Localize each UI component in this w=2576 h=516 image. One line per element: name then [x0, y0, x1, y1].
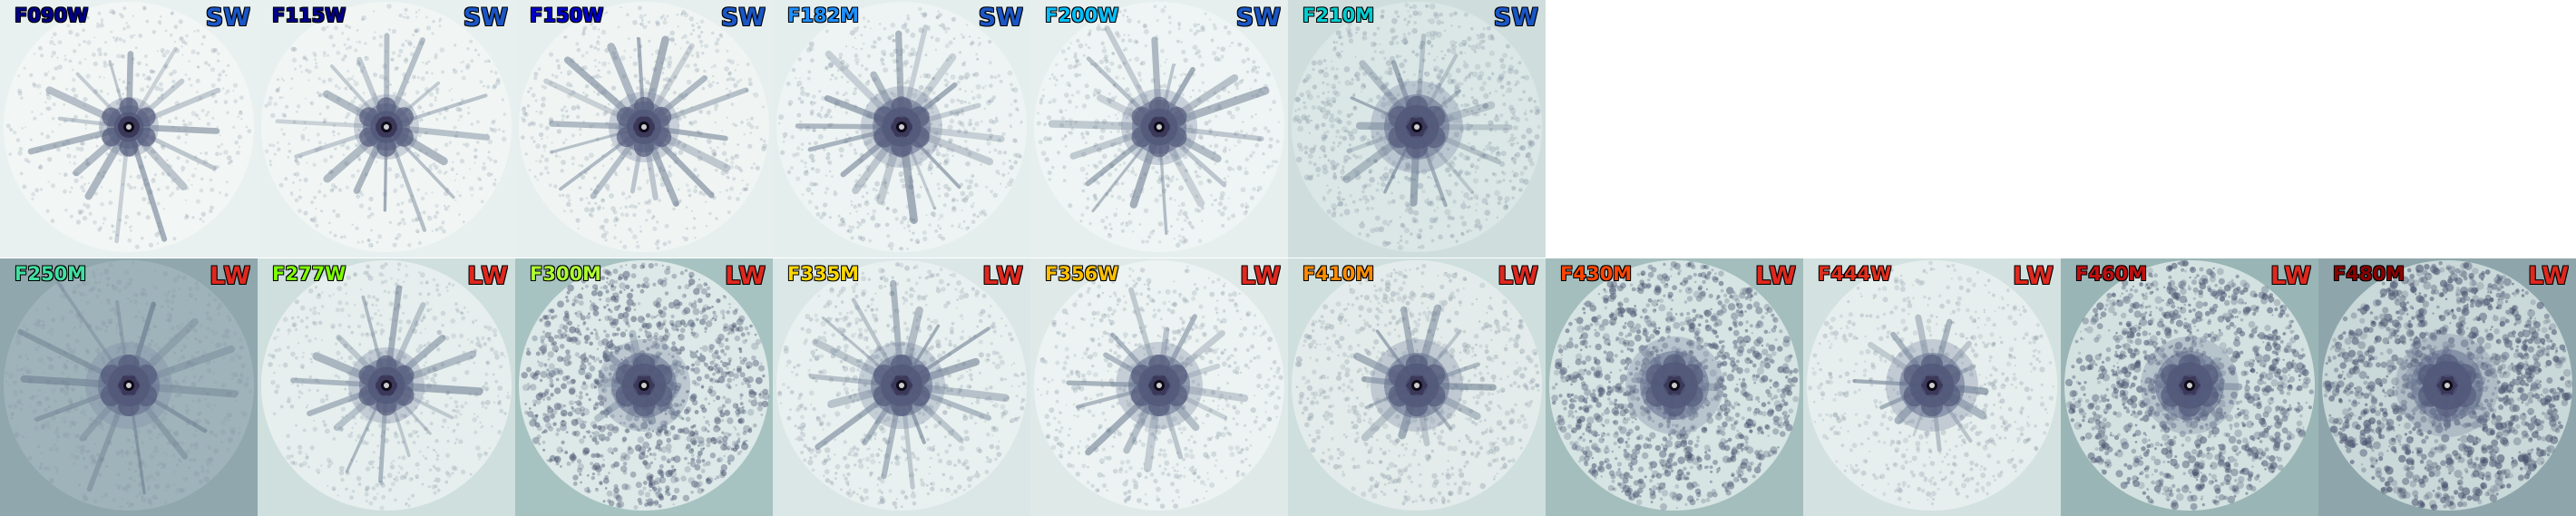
psf-panel-f250m: F250M LW — [0, 258, 258, 516]
psf-image — [261, 260, 512, 511]
psf-image — [1807, 260, 2057, 511]
psf-image — [2064, 259, 2315, 511]
psf-core — [1371, 339, 1463, 432]
psf-image — [1292, 2, 1542, 252]
filter-label: F410M — [1303, 263, 1375, 285]
filter-label: F090W — [15, 5, 89, 26]
module-label: LW — [1755, 262, 1796, 290]
psf-core — [858, 342, 945, 429]
psf-panel-f444w: F444W LW — [1803, 258, 2061, 516]
module-label: LW — [1498, 262, 1538, 290]
module-label: LW — [982, 262, 1023, 290]
psf-image — [1034, 260, 1284, 511]
psf-core — [1116, 342, 1203, 429]
psf-image — [1034, 2, 1284, 252]
psf-image — [4, 260, 254, 511]
psf-core — [99, 97, 159, 157]
filter-label: F480M — [2333, 263, 2405, 285]
filter-label: F460M — [2075, 263, 2148, 285]
psf-panel-f182m: F182M SW — [773, 0, 1030, 258]
psf-image — [1292, 260, 1542, 511]
module-label: LW — [210, 262, 250, 290]
psf-core — [1886, 339, 1978, 432]
noise-speckles — [2322, 261, 2573, 511]
psf-panel-f430m: F430M LW — [1546, 258, 1803, 516]
filter-label: F200W — [1045, 5, 1119, 26]
filter-label: F300M — [530, 263, 602, 285]
module-label: LW — [725, 262, 766, 290]
psf-image — [519, 260, 770, 511]
filter-label: F250M — [15, 263, 87, 285]
noise-speckles — [1808, 260, 2054, 506]
filter-label: F277W — [272, 263, 346, 285]
psf-core — [861, 86, 942, 168]
filter-label: F182M — [787, 5, 860, 26]
filter-label: F356W — [1045, 263, 1119, 285]
psf-image — [2322, 260, 2573, 511]
filter-label: F430M — [1560, 263, 1633, 285]
psf-core — [2141, 336, 2239, 434]
psf-core — [85, 342, 172, 429]
psf-core — [598, 339, 690, 432]
module-label: SW — [720, 4, 766, 32]
psf-panel-f200w: F200W SW — [1030, 0, 1288, 258]
psf-panel-f115w: F115W SW — [258, 0, 515, 258]
module-label: LW — [2013, 262, 2054, 290]
psf-panel-f090w: F090W SW — [0, 0, 258, 258]
psf-panel-f460m: F460M LW — [2061, 258, 2318, 516]
psf-core — [2395, 334, 2499, 437]
psf-panel-f150w: F150W SW — [515, 0, 773, 258]
filter-label: F444W — [1818, 263, 1892, 285]
module-label: LW — [467, 262, 508, 290]
psf-core — [1371, 81, 1463, 173]
noise-speckles — [268, 262, 511, 511]
psf-panel-f277w: F277W LW — [258, 258, 515, 516]
psf-panel-f335m: F335M LW — [773, 258, 1030, 516]
module-label: SW — [463, 4, 508, 32]
psf-core — [1625, 336, 1723, 434]
filter-label: F115W — [272, 5, 346, 26]
psf-image — [261, 2, 512, 252]
psf-core — [1121, 89, 1197, 165]
psf-core — [348, 347, 424, 424]
psf-image — [776, 260, 1027, 511]
module-label: SW — [205, 4, 250, 32]
psf-panel-f356w: F356W LW — [1030, 258, 1288, 516]
filter-label: F210M — [1303, 5, 1375, 26]
psf-image — [519, 2, 769, 252]
psf-image — [1549, 260, 1800, 511]
psf-image — [776, 2, 1027, 252]
psf-image — [4, 2, 254, 252]
noise-speckles — [1292, 3, 1541, 251]
module-label: SW — [1493, 4, 1538, 32]
noise-speckles — [5, 5, 252, 249]
noise-speckles — [521, 262, 770, 510]
psf-panel-f210m: F210M SW — [1288, 0, 1546, 258]
psf-core — [609, 92, 679, 162]
filter-label: F150W — [530, 5, 604, 26]
filter-label: F335M — [787, 263, 860, 285]
module-label: LW — [2270, 262, 2311, 290]
psf-panel-f410m: F410M LW — [1288, 258, 1546, 516]
psf-core — [354, 94, 419, 160]
module-label: SW — [1235, 4, 1281, 32]
module-label: LW — [2528, 262, 2569, 290]
psf-panel-f480m: F480M LW — [2318, 258, 2576, 516]
module-label: SW — [978, 4, 1023, 32]
module-label: LW — [1240, 262, 1281, 290]
psf-panel-f300m: F300M LW — [515, 258, 773, 516]
